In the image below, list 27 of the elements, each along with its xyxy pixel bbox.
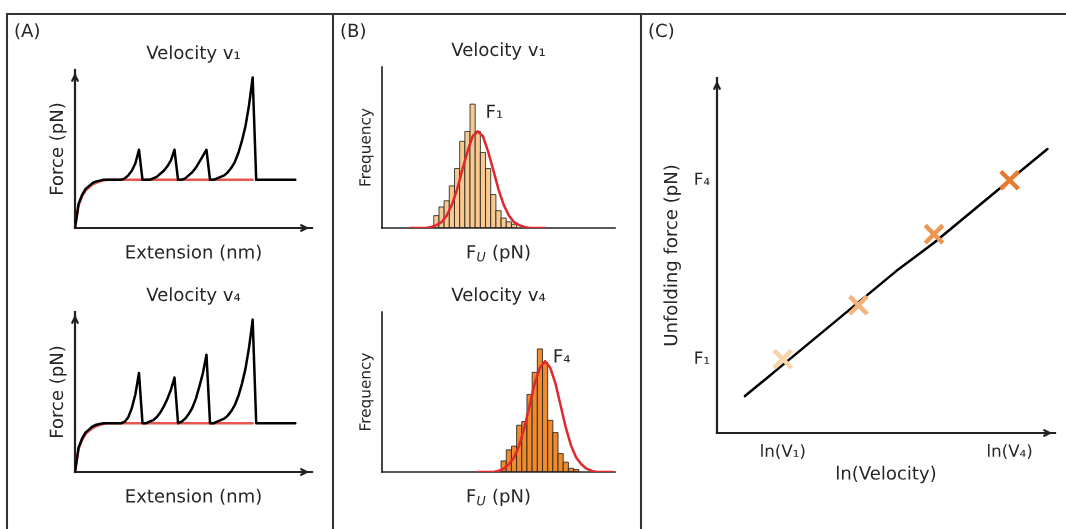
x-axis-title: F$_{U}$ (pN) [467, 244, 530, 263]
point [771, 348, 794, 371]
text: (A) [15, 23, 39, 40]
x-axis-title: Extension (nm) [126, 244, 261, 261]
text: (B) [341, 23, 365, 40]
text: F₄ [695, 172, 710, 185]
x-tick-label: ln(V₁) [761, 444, 805, 459]
chart-title: Velocity v₁ [451, 42, 545, 60]
annotation: F₁ [487, 104, 503, 118]
chart-title: Velocity v₄ [451, 287, 546, 305]
y-axis-title: Frequency [359, 353, 374, 430]
point [998, 169, 1021, 192]
y-axis-title: Force (pN) [49, 346, 67, 438]
y-axis-title: Frequency [359, 108, 374, 186]
point [923, 223, 946, 246]
y-axis-title: Force (pN) [49, 103, 67, 195]
text: F₁ [695, 351, 710, 364]
chart-title: Velocity v₄ [146, 287, 241, 305]
annotation: F₄ [554, 349, 570, 363]
x-axis-title: Extension (nm) [126, 488, 261, 505]
chart-title: Velocity v₁ [146, 45, 240, 63]
x-axis-title: F$_{U}$ (pN) [467, 488, 530, 507]
point [847, 294, 870, 317]
y-axis-title: Unfolding force (pN) [663, 165, 681, 346]
text: (C) [649, 23, 674, 40]
x-axis-title: ln(Velocity) [837, 465, 936, 484]
x-tick-label: ln(V₄) [988, 444, 1032, 459]
